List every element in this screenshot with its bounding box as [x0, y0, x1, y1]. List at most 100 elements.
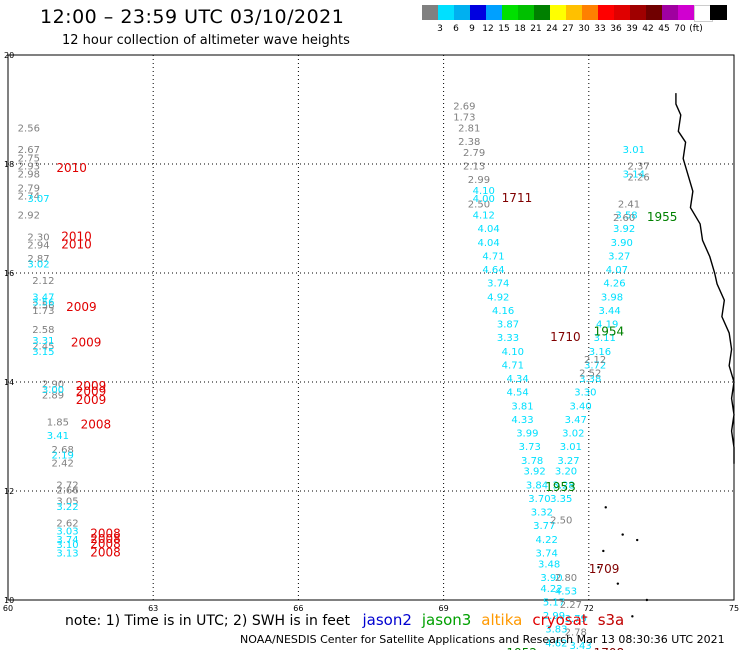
- swh-label: 2.58: [32, 325, 54, 336]
- satellite-legend: jason2 jason3 altika cryosat s3a: [362, 611, 634, 629]
- swh-label: 2.50: [468, 200, 490, 211]
- swh-label: 2.66: [56, 486, 78, 497]
- swh-label: 3.15: [32, 347, 54, 358]
- island-marker: [597, 566, 600, 569]
- legend-swatch: [518, 5, 535, 20]
- legend-swatch: [454, 5, 471, 20]
- swh-label: 5.17: [543, 597, 565, 608]
- swh-label: 3.72: [584, 360, 606, 371]
- time-label: 2009: [76, 393, 107, 407]
- swh-label: 2.50: [550, 516, 572, 527]
- y-tick-label: 12: [4, 487, 14, 496]
- swh-label: 4.22: [536, 535, 558, 546]
- time-label: 2009: [76, 379, 107, 393]
- legend-label: 21: [530, 24, 542, 34]
- swh-label: 3.44: [598, 306, 620, 317]
- time-label: 2008: [90, 526, 121, 540]
- swh-label: 2.26: [628, 172, 650, 183]
- swh-label: 2.12: [584, 355, 606, 366]
- swh-label: 4.12: [473, 211, 495, 222]
- swh-label: 2.13: [463, 161, 485, 172]
- x-tick-label: 69: [439, 604, 449, 613]
- time-label: 2009: [71, 336, 102, 350]
- island-marker: [621, 533, 624, 536]
- legend-swatch: [470, 5, 487, 20]
- time-label: 1952: [507, 646, 538, 650]
- swh-label: 2.74: [18, 191, 40, 202]
- swh-label: 4.92: [487, 292, 509, 303]
- swh-label: 3.74: [487, 279, 509, 290]
- legend-label: 12: [482, 24, 494, 34]
- swh-label: 3.74: [536, 548, 558, 559]
- legend-swatch: [582, 5, 599, 20]
- satellite-name-jason2: jason2: [362, 611, 412, 629]
- y-tick-label: 16: [4, 269, 14, 278]
- swh-label: 3.07: [27, 194, 49, 205]
- swh-label: 2.56: [32, 300, 54, 311]
- time-label: 2010: [61, 237, 92, 251]
- swh-label: 2.93: [18, 161, 40, 172]
- swh-label: 2.87: [27, 254, 49, 265]
- swh-label: 3.00: [42, 385, 64, 396]
- swh-label: 3.90: [611, 238, 633, 249]
- legend-label: 18: [514, 24, 526, 34]
- swh-label: 2.60: [613, 213, 635, 224]
- swh-label: 3.92: [523, 467, 545, 478]
- swh-label: 3.47: [565, 415, 587, 426]
- swh-label: 4.04: [477, 224, 499, 235]
- swh-label: 2.38: [458, 137, 480, 148]
- swh-label: 3.83: [545, 625, 567, 636]
- swh-label: 3.30: [574, 388, 596, 399]
- legend-swatch: [422, 5, 439, 20]
- swh-label: 3.01: [560, 442, 582, 453]
- swh-label: 3.98: [601, 292, 623, 303]
- footer-note: note: 1) Time is in UTC; 2) SWH is in fe…: [65, 611, 642, 629]
- swh-label: 4.22: [540, 584, 562, 595]
- swh-label: 2.92: [18, 211, 40, 222]
- swh-label: 4.26: [603, 279, 625, 290]
- swh-label: 3.84: [526, 480, 548, 491]
- swh-label: 3.01: [623, 145, 645, 156]
- swh-label: 1.85: [47, 418, 69, 429]
- page-subtitle: 12 hour collection of altimeter wave hei…: [62, 33, 350, 48]
- swh-label: 3.47: [32, 292, 54, 303]
- island-marker: [602, 549, 605, 553]
- legend-label: 3: [437, 24, 443, 34]
- swh-label: 3.32: [531, 508, 553, 519]
- swh-label: 4.19: [596, 320, 618, 331]
- swh-label: 4.64: [482, 265, 504, 276]
- legend-label: 45: [658, 24, 670, 34]
- swh-label: 2.90: [42, 379, 64, 390]
- swh-label: 3.70: [528, 494, 550, 505]
- legend-label: 33: [594, 24, 606, 34]
- legend-swatch: [614, 5, 631, 20]
- swh-label: 4.34: [507, 374, 529, 385]
- y-tick-label: 10: [4, 596, 14, 605]
- swh-label: 3.20: [555, 467, 577, 478]
- swh-label: 2.69: [453, 102, 475, 113]
- swh-label: 2.62: [56, 518, 78, 529]
- legend-label: 36: [610, 24, 622, 34]
- swh-label: 2.67: [18, 145, 40, 156]
- swh-label: 4.00: [473, 194, 495, 205]
- time-label: 1954: [594, 325, 625, 339]
- legend-swatch: [598, 5, 615, 20]
- time-label: 1711: [502, 191, 533, 205]
- swh-label: 3.27: [608, 251, 630, 262]
- swh-label: 2.56: [18, 123, 40, 134]
- legend-swatch: [438, 5, 455, 20]
- swh-label: 3.10: [56, 540, 78, 551]
- legend-label: (ft): [689, 24, 703, 34]
- swh-label: 3.87: [497, 320, 519, 331]
- swh-label: 3.33: [497, 333, 519, 344]
- swh-label: 2.89: [42, 390, 64, 401]
- swh-label: 4.16: [492, 306, 514, 317]
- time-label: 2008: [90, 545, 121, 559]
- legend-swatch: [550, 5, 567, 20]
- legend-swatch: [566, 5, 583, 20]
- swh-label: 3.48: [538, 559, 560, 570]
- x-tick-label: 60: [3, 604, 13, 613]
- swh-label: 3.90: [540, 573, 562, 584]
- swh-label: 3.14: [623, 170, 645, 181]
